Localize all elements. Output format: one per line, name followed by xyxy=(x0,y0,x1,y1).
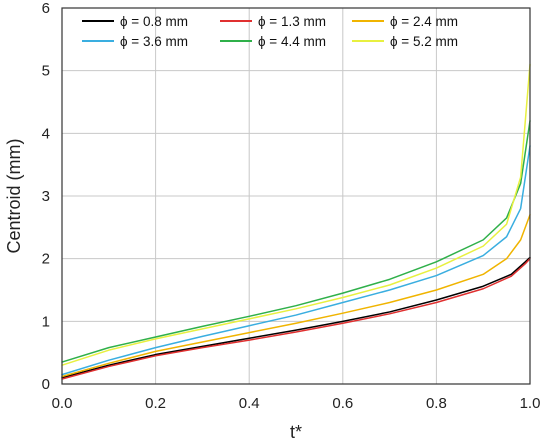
x-tick-label: 0.8 xyxy=(426,395,447,412)
x-tick-label: 0.6 xyxy=(332,395,353,412)
y-axis-label: Centroid (mm) xyxy=(4,138,24,253)
y-tick-label: 4 xyxy=(42,125,50,142)
y-tick-label: 2 xyxy=(42,251,50,268)
y-tick-label: 1 xyxy=(42,313,50,330)
grid xyxy=(62,8,530,384)
legend-label: ϕ = 0.8 mm xyxy=(120,14,188,29)
series-line xyxy=(61,257,531,380)
x-tick-label: 0.0 xyxy=(52,395,73,412)
series-line xyxy=(61,63,531,366)
series-line xyxy=(61,256,531,379)
x-tick-label: 0.2 xyxy=(145,395,166,412)
plot-frame xyxy=(61,7,531,385)
tick-labels: 0.0 0.2 0.4 0.6 0.8 1.0 0 1 2 3 4 5 6 xyxy=(42,0,541,412)
legend-label: ϕ = 3.6 mm xyxy=(120,34,188,49)
series-line xyxy=(61,120,531,363)
legend-label: ϕ = 5.2 mm xyxy=(390,34,458,49)
plot-border xyxy=(61,7,531,385)
y-tick-label: 6 xyxy=(42,0,50,17)
y-tick-label: 0 xyxy=(42,376,50,393)
legend-label: ϕ = 1.3 mm xyxy=(258,14,326,29)
x-tick-label: 0.4 xyxy=(239,395,260,412)
series-lines xyxy=(61,63,531,380)
series-line xyxy=(61,214,531,378)
y-tick-label: 5 xyxy=(42,63,50,80)
y-tick-label: 3 xyxy=(42,188,50,205)
series-line xyxy=(61,145,531,376)
legend-label: ϕ = 2.4 mm xyxy=(390,14,458,29)
legend: ϕ = 0.8 mm ϕ = 1.3 mm ϕ = 2.4 mm ϕ = 3.6 mm… xyxy=(82,14,458,49)
x-axis-label: t* xyxy=(290,422,302,442)
x-tick-label: 1.0 xyxy=(520,395,541,412)
legend-label: ϕ = 4.4 mm xyxy=(258,34,326,49)
